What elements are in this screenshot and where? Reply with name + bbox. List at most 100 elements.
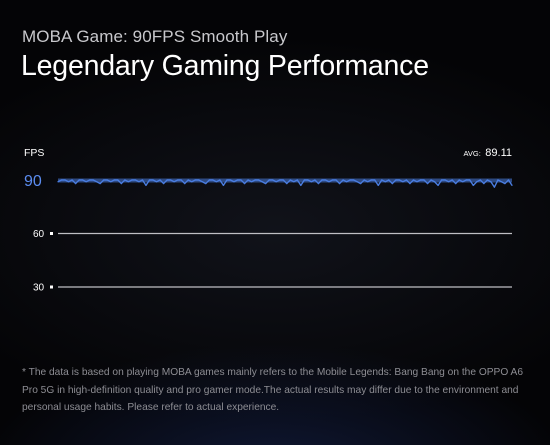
fps-point bbox=[148, 179, 151, 181]
fps-point bbox=[391, 182, 393, 185]
fps-point bbox=[300, 184, 302, 186]
y-tick-label-90: 90 bbox=[24, 173, 42, 190]
fps-point bbox=[465, 179, 467, 181]
tick-dot-60 bbox=[50, 232, 53, 235]
fps-band bbox=[58, 178, 512, 183]
fps-point bbox=[338, 182, 341, 185]
fps-point bbox=[448, 181, 450, 183]
fps-point bbox=[426, 182, 429, 185]
page-subtitle: MOBA Game: 90FPS Smooth Play bbox=[22, 27, 288, 46]
fps-point bbox=[370, 179, 372, 181]
fps-point bbox=[120, 182, 122, 185]
fps-point bbox=[500, 181, 503, 183]
fps-point bbox=[247, 179, 249, 181]
fps-point bbox=[215, 181, 217, 183]
fps-point bbox=[99, 182, 101, 185]
y-tick-label-60: 60 bbox=[33, 229, 45, 240]
footnote: * The data is based on playing MOBA game… bbox=[22, 367, 523, 413]
fps-point bbox=[71, 179, 73, 181]
fps-point bbox=[187, 179, 189, 181]
fps-point bbox=[60, 179, 63, 181]
fps-point bbox=[152, 179, 154, 181]
fps-point bbox=[226, 179, 228, 181]
fps-point bbox=[117, 179, 119, 181]
fps-point bbox=[170, 179, 172, 181]
fps-point bbox=[229, 179, 232, 181]
fps-point bbox=[282, 179, 284, 181]
fps-point bbox=[419, 179, 422, 181]
fps-point bbox=[507, 179, 510, 181]
series-layer bbox=[57, 178, 513, 188]
fps-point bbox=[67, 181, 70, 183]
fps-point bbox=[307, 179, 309, 181]
fps-point bbox=[490, 181, 492, 183]
fps-point bbox=[328, 181, 330, 183]
avg-label: AVG: bbox=[463, 149, 480, 158]
fps-point bbox=[106, 179, 108, 181]
fps-point bbox=[145, 184, 147, 186]
fps-point bbox=[258, 179, 260, 181]
fps-point bbox=[451, 179, 453, 181]
fps-point bbox=[324, 179, 327, 181]
fps-point bbox=[377, 184, 379, 186]
page-title: Legendary Gaming Performance bbox=[21, 50, 429, 82]
fps-point bbox=[353, 179, 355, 181]
fps-point bbox=[356, 181, 358, 183]
fps-point bbox=[134, 179, 137, 181]
fps-point bbox=[138, 181, 140, 183]
fps-point bbox=[497, 179, 499, 181]
fps-point bbox=[405, 179, 408, 181]
fps-point bbox=[342, 179, 344, 181]
fps-point bbox=[441, 179, 443, 181]
fps-point bbox=[261, 181, 263, 183]
fps-point bbox=[437, 184, 439, 186]
fps-point bbox=[124, 179, 126, 181]
fps-point bbox=[455, 182, 457, 185]
fps-point bbox=[486, 179, 488, 181]
fps-point bbox=[205, 182, 207, 185]
fps-point bbox=[85, 181, 87, 183]
fps-point bbox=[92, 179, 94, 181]
fps-point bbox=[433, 181, 436, 183]
fps-point bbox=[303, 179, 305, 181]
fps-point bbox=[208, 179, 210, 181]
fps-point bbox=[268, 179, 270, 181]
fps-point bbox=[363, 179, 365, 181]
fps-point bbox=[472, 184, 474, 186]
fps-point bbox=[279, 179, 281, 181]
fps-point bbox=[388, 179, 390, 181]
tick-dot-30 bbox=[50, 285, 53, 289]
fps-point bbox=[504, 182, 506, 185]
fps-point bbox=[198, 179, 200, 181]
fps-point bbox=[82, 179, 84, 181]
fps-point bbox=[212, 179, 214, 181]
fps-point bbox=[127, 181, 129, 183]
fps-point bbox=[430, 179, 432, 181]
fps-point bbox=[314, 179, 316, 181]
fps-point bbox=[511, 184, 513, 186]
fps-point bbox=[272, 179, 274, 181]
fps-point bbox=[296, 179, 298, 181]
fps-point bbox=[286, 182, 288, 185]
fps-point bbox=[159, 179, 161, 181]
fps-point bbox=[310, 181, 312, 183]
fps-point bbox=[317, 182, 320, 185]
fps-point bbox=[321, 179, 323, 181]
fps-point bbox=[233, 181, 235, 183]
fps-point bbox=[201, 181, 203, 183]
fps-point bbox=[191, 181, 193, 183]
fps-point bbox=[96, 181, 98, 183]
fps-point bbox=[289, 179, 291, 181]
fps-point bbox=[345, 181, 348, 183]
fps-point bbox=[479, 179, 481, 181]
fps-point bbox=[412, 179, 415, 181]
fps-point bbox=[367, 181, 369, 183]
fps-point bbox=[141, 179, 144, 181]
fps-point bbox=[236, 179, 239, 181]
fps-point bbox=[177, 179, 179, 181]
fps-point bbox=[219, 179, 221, 181]
fps-point bbox=[243, 182, 246, 185]
fps-point bbox=[384, 181, 386, 183]
fps-point bbox=[75, 182, 77, 185]
